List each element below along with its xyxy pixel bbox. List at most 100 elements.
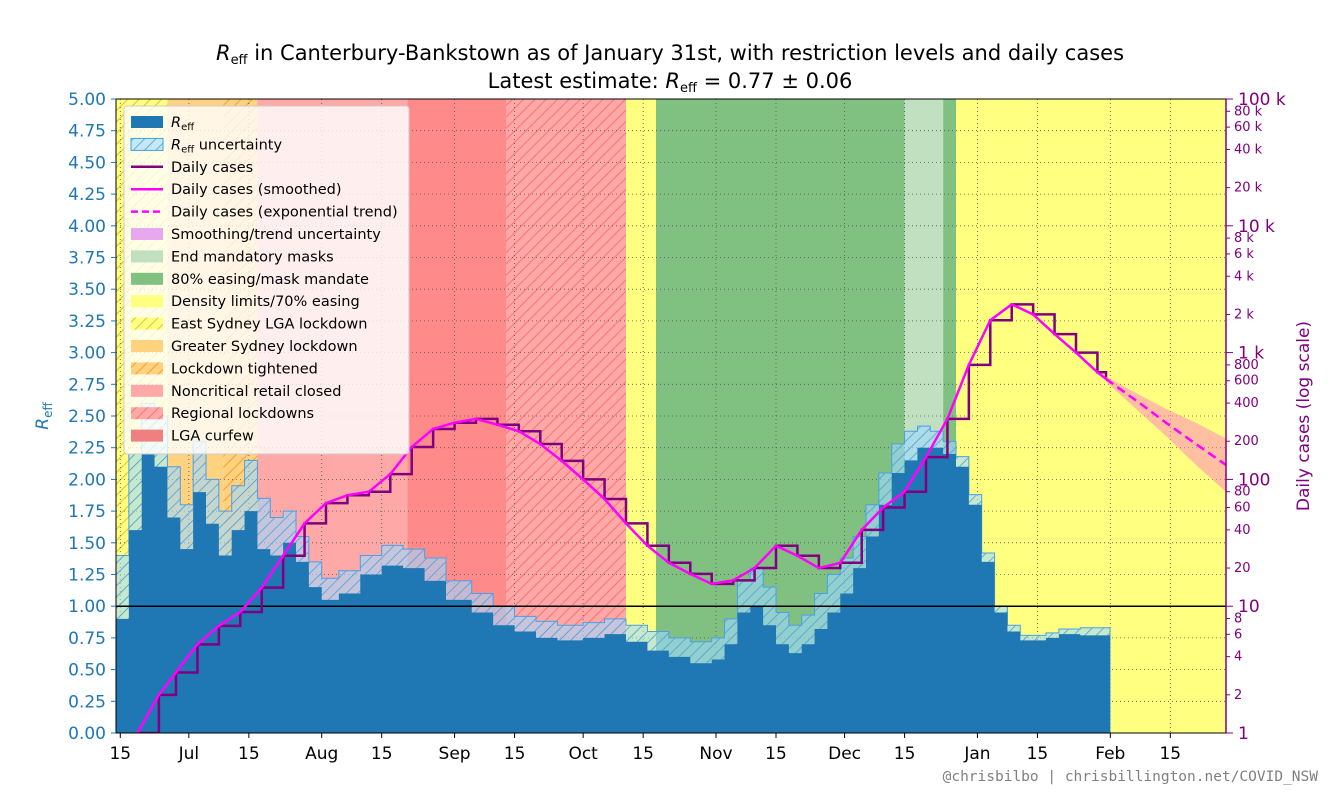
y-tick-label-left: 1.75 bbox=[68, 502, 106, 522]
y-tick-label-right: 100 bbox=[1238, 470, 1270, 490]
y-tick-label-left: 0.00 bbox=[68, 724, 106, 744]
legend-swatch-smooth_unc bbox=[131, 228, 163, 240]
legend-label-tightened: Lockdown tightened bbox=[171, 361, 318, 377]
y-minor-tick-label-right: 60 bbox=[1234, 501, 1251, 516]
y-tick-label-right: 100 k bbox=[1238, 90, 1286, 110]
x-tick-label: 15 bbox=[1027, 744, 1049, 764]
y-minor-tick-label-right: 400 bbox=[1234, 396, 1259, 411]
legend-swatch-tightened bbox=[131, 362, 163, 375]
y-tick-label-left: 4.25 bbox=[68, 185, 106, 205]
legend-swatch-reff_unc bbox=[130, 137, 164, 151]
y-minor-tick-label-right: 60 k bbox=[1234, 120, 1263, 135]
y-tick-label-left: 4.75 bbox=[68, 122, 106, 142]
y-minor-tick-label-right: 8 k bbox=[1234, 231, 1254, 246]
x-tick-label: 15 bbox=[765, 744, 787, 764]
y-minor-tick-label-right: 4 bbox=[1234, 650, 1242, 665]
y-tick-label-left: 2.75 bbox=[68, 375, 106, 395]
legend-label-density: Density limits/70% easing bbox=[171, 294, 360, 310]
legend-label-regional: Regional lockdowns bbox=[171, 406, 314, 422]
y-tick-label-left: 1.50 bbox=[68, 534, 106, 554]
x-tick-label: Oct bbox=[568, 744, 598, 764]
y-tick-label-left: 2.50 bbox=[68, 407, 106, 427]
legend-label-east_sydney: East Sydney LGA lockdown bbox=[171, 317, 367, 333]
y-minor-tick-label-right: 40 bbox=[1234, 523, 1251, 538]
x-tick-label: 15 bbox=[109, 744, 131, 764]
legend-label-easing80: 80% easing/mask mandate bbox=[171, 272, 369, 288]
y-minor-tick-label-right: 2 bbox=[1234, 688, 1242, 703]
legend-label-cases: Daily cases bbox=[171, 160, 253, 176]
x-tick-label: Jul bbox=[178, 744, 200, 764]
trend-uncertainty-band bbox=[1106, 376, 1226, 492]
x-tick-label: 15 bbox=[504, 744, 526, 764]
y-tick-label-left: 2.25 bbox=[68, 439, 106, 459]
y-minor-tick-label-right: 800 bbox=[1234, 358, 1259, 373]
y-tick-label-left: 3.00 bbox=[68, 344, 106, 364]
x-tick-label: Dec bbox=[828, 744, 861, 764]
y-axis-label-left: Reff bbox=[33, 402, 55, 430]
y-minor-tick-label-right: 80 bbox=[1234, 485, 1251, 500]
x-tick-label: Jan bbox=[963, 744, 990, 764]
legend-label-reff: Reff bbox=[171, 115, 195, 133]
y-tick-label-left: 4.00 bbox=[68, 217, 106, 237]
legend-swatch-curfew bbox=[131, 429, 163, 442]
legend-swatch-regional bbox=[131, 407, 163, 420]
x-tick-label: Feb bbox=[1095, 744, 1125, 764]
y-minor-tick-label-right: 8 bbox=[1234, 611, 1242, 626]
credit-text: @chrisbilbo | chrisbillington.net/COVID_… bbox=[943, 769, 1319, 785]
y-tick-label-right: 1 k bbox=[1238, 344, 1264, 364]
y-minor-tick-label-right: 200 bbox=[1234, 434, 1259, 449]
legend-label-reff_unc: Reff uncertainty bbox=[171, 137, 282, 155]
y-tick-label-left: 0.25 bbox=[68, 692, 106, 712]
y-minor-tick-label-right: 80 k bbox=[1234, 104, 1263, 119]
y-tick-label-left: 5.00 bbox=[68, 90, 106, 110]
legend-swatch-density bbox=[131, 295, 163, 308]
y-tick-label-left: 2.00 bbox=[68, 470, 106, 490]
y-minor-tick-label-right: 4 k bbox=[1234, 269, 1254, 284]
y-tick-label-left: 0.50 bbox=[68, 661, 106, 681]
chart-subtitle: Latest estimate: Reff = 0.77 ± 0.06 bbox=[488, 69, 853, 96]
legend-label-cases_smooth: Daily cases (smoothed) bbox=[171, 182, 342, 198]
reff-area bbox=[116, 447, 1110, 733]
legend-swatch-retail bbox=[131, 384, 163, 397]
y-tick-label-left: 3.25 bbox=[68, 312, 106, 332]
x-tick-label: Aug bbox=[305, 744, 338, 764]
y-minor-tick-label-right: 40 k bbox=[1234, 142, 1263, 157]
legend-box bbox=[123, 105, 410, 455]
x-tick-label: 15 bbox=[632, 744, 654, 764]
y-tick-label-left: 1.00 bbox=[68, 597, 106, 617]
y-tick-label-left: 1.25 bbox=[68, 566, 106, 586]
legend-label-end_masks: End mandatory masks bbox=[171, 249, 334, 265]
legend-swatch-greater_sydney bbox=[131, 340, 163, 352]
legend-swatch-east_sydney bbox=[131, 317, 163, 330]
x-tick-label: 15 bbox=[371, 744, 393, 764]
legend-label-smooth_unc: Smoothing/trend uncertainty bbox=[171, 227, 381, 243]
x-tick-label: 15 bbox=[894, 744, 916, 764]
daily-cases-smoothed-line bbox=[136, 303, 1107, 733]
y-minor-tick-label-right: 6 bbox=[1234, 627, 1242, 642]
legend-label-retail: Noncritical retail closed bbox=[171, 384, 341, 400]
x-tick-label: 15 bbox=[238, 744, 260, 764]
legend-label-greater_sydney: Greater Sydney lockdown bbox=[171, 339, 358, 355]
y-tick-label-left: 4.50 bbox=[68, 153, 106, 173]
chart-title: Reff in Canterbury-Bankstown as of Janua… bbox=[216, 41, 1124, 68]
y-minor-tick-label-right: 2 k bbox=[1234, 307, 1254, 322]
y-minor-tick-label-right: 20 k bbox=[1234, 181, 1263, 196]
y-tick-label-left: 3.50 bbox=[68, 280, 106, 300]
legend-label-cases_trend: Daily cases (exponential trend) bbox=[171, 205, 398, 221]
legend-swatch-easing80 bbox=[131, 272, 163, 285]
legend-swatch-reff bbox=[131, 116, 163, 128]
legend-label-curfew: LGA curfew bbox=[171, 429, 254, 445]
daily-cases-trend-line bbox=[1105, 377, 1226, 466]
y-tick-label-left: 3.75 bbox=[68, 249, 106, 269]
x-tick-label: 15 bbox=[1159, 744, 1181, 764]
legend: Reff Reff uncertainty Daily cases Daily cas… bbox=[123, 105, 410, 455]
y-minor-tick-label-right: 600 bbox=[1234, 374, 1259, 389]
x-tick-label: Sep bbox=[439, 744, 471, 764]
y-tick-label-right: 10 k bbox=[1238, 217, 1275, 237]
legend-swatch-end_masks bbox=[131, 250, 163, 263]
y-minor-tick-label-right: 6 k bbox=[1234, 247, 1254, 262]
y-tick-label-right: 10 bbox=[1238, 597, 1260, 617]
x-tick-label: Nov bbox=[699, 744, 732, 764]
y-axis-label-right: Daily cases (log scale) bbox=[1294, 321, 1314, 511]
